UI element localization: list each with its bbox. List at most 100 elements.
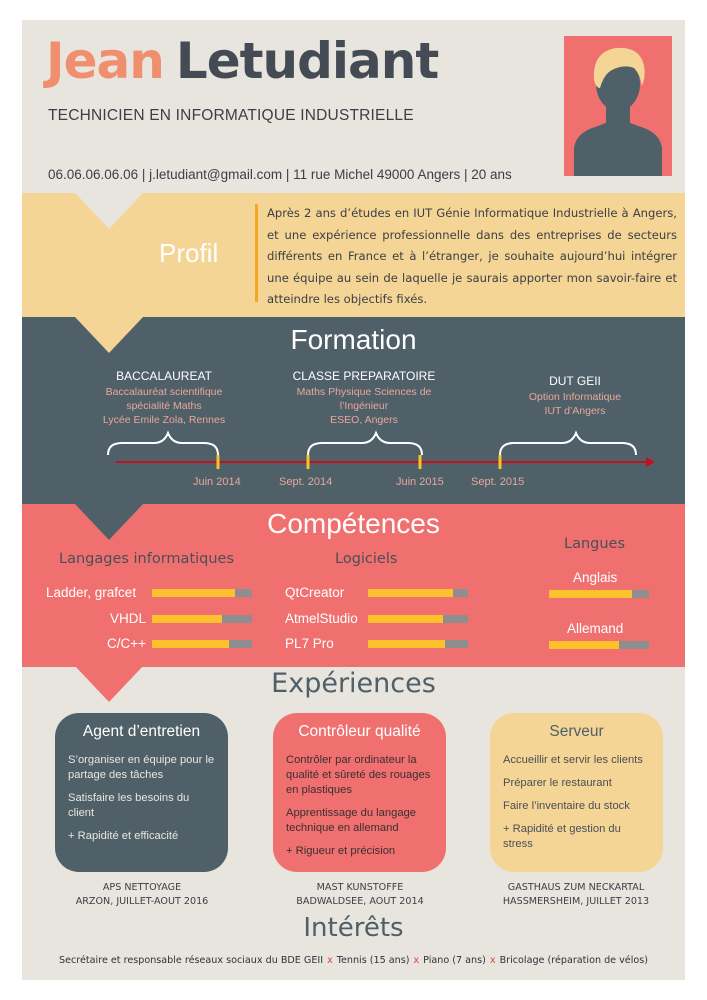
experience-item: Satisfaire les besoins du client [68, 792, 190, 819]
education-title: BACCALAUREAT [116, 369, 212, 383]
language-bar-fill [549, 590, 632, 598]
last-name: Letudiant [175, 32, 439, 90]
education-detail: ESEO, Angers [330, 414, 398, 426]
first-name: Jean [46, 32, 165, 90]
interest-item: Piano (7 ans) [423, 955, 486, 966]
separator-icon: x [327, 955, 333, 966]
formation-title: Formation [290, 324, 417, 355]
skill-bar [368, 640, 468, 648]
langues-title: Langues [564, 536, 626, 552]
language-bar [549, 590, 649, 598]
skill-label: Ladder, grafcet [46, 585, 137, 600]
profil-text: Après 2 ans d’études en IUT Génie Inform… [267, 206, 677, 307]
skill-bar [152, 589, 252, 597]
separator-icon: x [413, 955, 420, 966]
timeline-date: Juin 2014 [193, 476, 241, 488]
section-pointer [75, 193, 143, 229]
employer-name: MAST KUNSTOFFE [316, 882, 404, 893]
skill-bar-fill [368, 640, 445, 648]
experience-item: + Rapidité et efficacité [68, 830, 179, 842]
experiences-title: Expériences [271, 668, 436, 699]
experience-item: + Rigueur et précision [286, 845, 396, 857]
skill-label: AtmelStudio [285, 611, 358, 626]
job-title: TECHNICIEN EN INFORMATIQUE INDUSTRIELLE [48, 107, 414, 124]
experience-item: Faire l’inventaire du stock [503, 800, 630, 812]
employer-info: GASTHAUS ZUM NECKARTAL HASSMERSHEIM, JUI… [476, 881, 676, 909]
experience-item: S’organiser en équipe pour le partage de… [68, 754, 215, 781]
skill-bar-fill [152, 589, 235, 597]
logiciels-title: Logiciels [335, 551, 398, 567]
arrow-head-icon [646, 457, 655, 467]
profil-title: Profil [159, 238, 219, 268]
skill-bar [368, 615, 468, 623]
resume-page: Jean Letudiant TECHNICIEN EN INFORMATIQUE… [22, 20, 685, 980]
employer-info: MAST KUNSTOFFE BADWALDSEE, AOUT 2014 [260, 881, 460, 909]
interest-item: Tennis (15 ans) [336, 955, 410, 966]
skill-bar-fill [152, 640, 229, 648]
langages-title: Langages informatiques [59, 551, 235, 567]
timeline-date: Sept. 2015 [471, 476, 525, 488]
employer-info: APS NETTOYAGE ARZON, JUILLET-AOUT 2016 [42, 881, 242, 909]
timeline-date: Sept. 2014 [279, 476, 333, 488]
experience-item: Préparer le restaurant [503, 777, 612, 789]
experience-item: Accueillir et servir les clients [503, 754, 643, 766]
education-title: DUT GEII [549, 374, 601, 388]
timeline-graphic [107, 430, 655, 469]
skill-label: VHDL [110, 611, 147, 626]
education-detail: Maths Physique Sciences de [296, 386, 432, 398]
education-detail: l’Ingénieur [339, 400, 389, 412]
interest-item: Bricolage (réparation de vélos) [499, 955, 648, 966]
skill-bar [152, 615, 252, 623]
education-detail: Lycée Emile Zola, Rennes [102, 414, 226, 426]
education-title: CLASSE PREPARATOIRE [292, 369, 436, 383]
skill-label: C/C++ [107, 636, 147, 651]
experience-title: Contrôleur qualité [298, 723, 421, 740]
brace-icon [499, 430, 637, 456]
language-bar-fill [549, 641, 619, 649]
section-pointer [75, 666, 143, 702]
language-label: Anglais [573, 570, 618, 585]
experience-card: Contrôleur qualité Contrôler par ordinat… [273, 713, 446, 872]
competences-title: Compétences [267, 508, 440, 539]
skill-label: PL7 Pro [285, 636, 334, 651]
education-detail: spécialité Maths [126, 400, 202, 412]
section-pointer [75, 504, 143, 540]
skill-bar [152, 640, 252, 648]
experience-title: Agent d’entretien [82, 723, 201, 740]
person-silhouette-icon [564, 36, 672, 176]
brace-icon [107, 430, 219, 456]
experience-title: Serveur [549, 723, 604, 740]
employer-place-date: ARZON, JUILLET-AOUT 2016 [75, 896, 209, 907]
interets-list: Secrétaire et responsable réseaux sociau… [22, 955, 685, 966]
employer-place-date: HASSMERSHEIM, JUILLET 2013 [502, 896, 650, 907]
education-detail: Option Informatique [528, 391, 622, 403]
separator-icon: x [489, 955, 496, 966]
interest-item: Secrétaire et responsable réseaux sociau… [59, 955, 324, 966]
profile-photo-placeholder [564, 36, 672, 176]
education-item: CLASSE PREPARATOIRE Maths Physique Scien… [272, 368, 456, 427]
education-detail: IUT d’Angers [544, 405, 606, 417]
brace-icon [307, 430, 423, 456]
education-item: BACCALAUREAT Baccalauréat scientifique s… [84, 368, 244, 427]
timeline-date: Juin 2015 [396, 476, 444, 488]
section-pointer [75, 317, 143, 353]
skill-bar-fill [152, 615, 222, 623]
education-detail: Baccalauréat scientifique [105, 386, 223, 398]
language-bar [549, 641, 649, 649]
contact-line: 06.06.06.06.06 | j.letudiant@gmail.com |… [48, 167, 512, 182]
experience-item: Apprentissage du langage technique en al… [286, 807, 417, 834]
experience-card: Agent d’entretien S’organiser en équipe … [55, 713, 228, 872]
experience-item: Contrôler par ordinateur la qualité et s… [286, 754, 431, 796]
skill-bar-fill [368, 589, 453, 597]
language-label: Allemand [567, 621, 624, 636]
experience-card: Serveur Accueillir et servir les clients… [490, 713, 663, 872]
experience-item: + Rapidité et gestion du stress [503, 823, 621, 850]
profil-accent-bar [255, 204, 258, 302]
employer-place-date: BADWALDSEE, AOUT 2014 [296, 896, 424, 907]
employer-name: APS NETTOYAGE [102, 882, 182, 893]
interets-title: Intérêts [303, 913, 404, 943]
employer-name: GASTHAUS ZUM NECKARTAL [507, 882, 645, 893]
skill-label: QtCreator [285, 585, 345, 600]
skill-bar [368, 589, 468, 597]
skill-bar-fill [368, 615, 443, 623]
